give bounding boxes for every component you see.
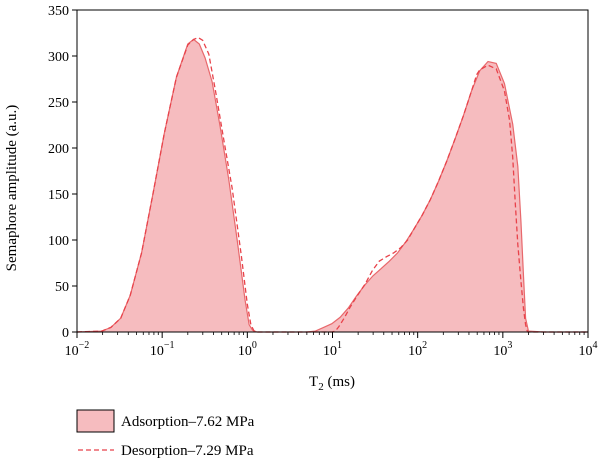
x-tick-label-base: 10 bbox=[579, 344, 593, 359]
x-tick-label-base: 10 bbox=[323, 344, 337, 359]
x-tick-label-exponent: 0 bbox=[252, 340, 257, 351]
x-tick-label-base: 10 bbox=[65, 344, 79, 359]
x-tick-label-exponent: −1 bbox=[164, 340, 175, 351]
x-tick-label: 10−2 bbox=[65, 340, 90, 359]
adsorption-area-fill bbox=[77, 39, 588, 332]
y-axis: 0 50 100 150 200 250 300 350 bbox=[48, 4, 77, 341]
x-tick-label: 104 bbox=[579, 340, 598, 359]
plot-area bbox=[76, 36, 588, 333]
x-tick-label: 10−1 bbox=[150, 340, 175, 359]
x-tick-label-exponent: 1 bbox=[337, 340, 342, 351]
legend-label-adsorption: Adsorption–7.62 MPa bbox=[121, 414, 255, 430]
x-tick-label: 103 bbox=[493, 340, 512, 359]
x-axis-label-subscript: 2 bbox=[318, 381, 324, 393]
x-tick-label-exponent: −2 bbox=[79, 340, 90, 351]
x-tick-label-base: 10 bbox=[238, 344, 252, 359]
x-tick-label-exponent: 3 bbox=[507, 340, 512, 351]
x-tick-label-base: 10 bbox=[150, 344, 164, 359]
x-tick-label-exponent: 4 bbox=[593, 340, 598, 351]
y-tick-label: 300 bbox=[48, 50, 69, 65]
y-tick-label: 0 bbox=[62, 326, 69, 341]
y-tick-label: 200 bbox=[48, 142, 69, 157]
legend: Adsorption–7.62 MPa Desorption–7.29 MPa bbox=[76, 409, 255, 459]
y-tick-label: 150 bbox=[48, 188, 69, 203]
x-axis-label: T2 (ms) bbox=[309, 374, 355, 393]
legend-label-desorption: Desorption–7.29 MPa bbox=[121, 443, 254, 459]
desorption-dashed-line bbox=[76, 36, 588, 333]
y-tick-label: 50 bbox=[55, 280, 69, 295]
x-axis-label-unit: (ms) bbox=[324, 374, 355, 390]
x-tick-label-base: 10 bbox=[408, 344, 422, 359]
legend-swatch-adsorption bbox=[76, 409, 115, 433]
x-tick-label-base: 10 bbox=[493, 344, 507, 359]
y-axis-label: Semaphore amplitude (a.u.) bbox=[4, 105, 20, 272]
x-axis-label-main: T bbox=[309, 374, 318, 390]
y-tick-label: 100 bbox=[48, 234, 69, 249]
y-tick-label: 250 bbox=[48, 96, 69, 111]
x-tick-label: 101 bbox=[323, 340, 342, 359]
x-tick-label-exponent: 2 bbox=[422, 340, 427, 351]
y-tick-label: 350 bbox=[48, 4, 69, 19]
x-axis: 10−2 10−1 100 101 102 103 104 bbox=[65, 332, 598, 359]
x-tick-label: 102 bbox=[408, 340, 427, 359]
x-tick-label: 100 bbox=[238, 340, 257, 359]
adsorption-line bbox=[76, 38, 588, 333]
